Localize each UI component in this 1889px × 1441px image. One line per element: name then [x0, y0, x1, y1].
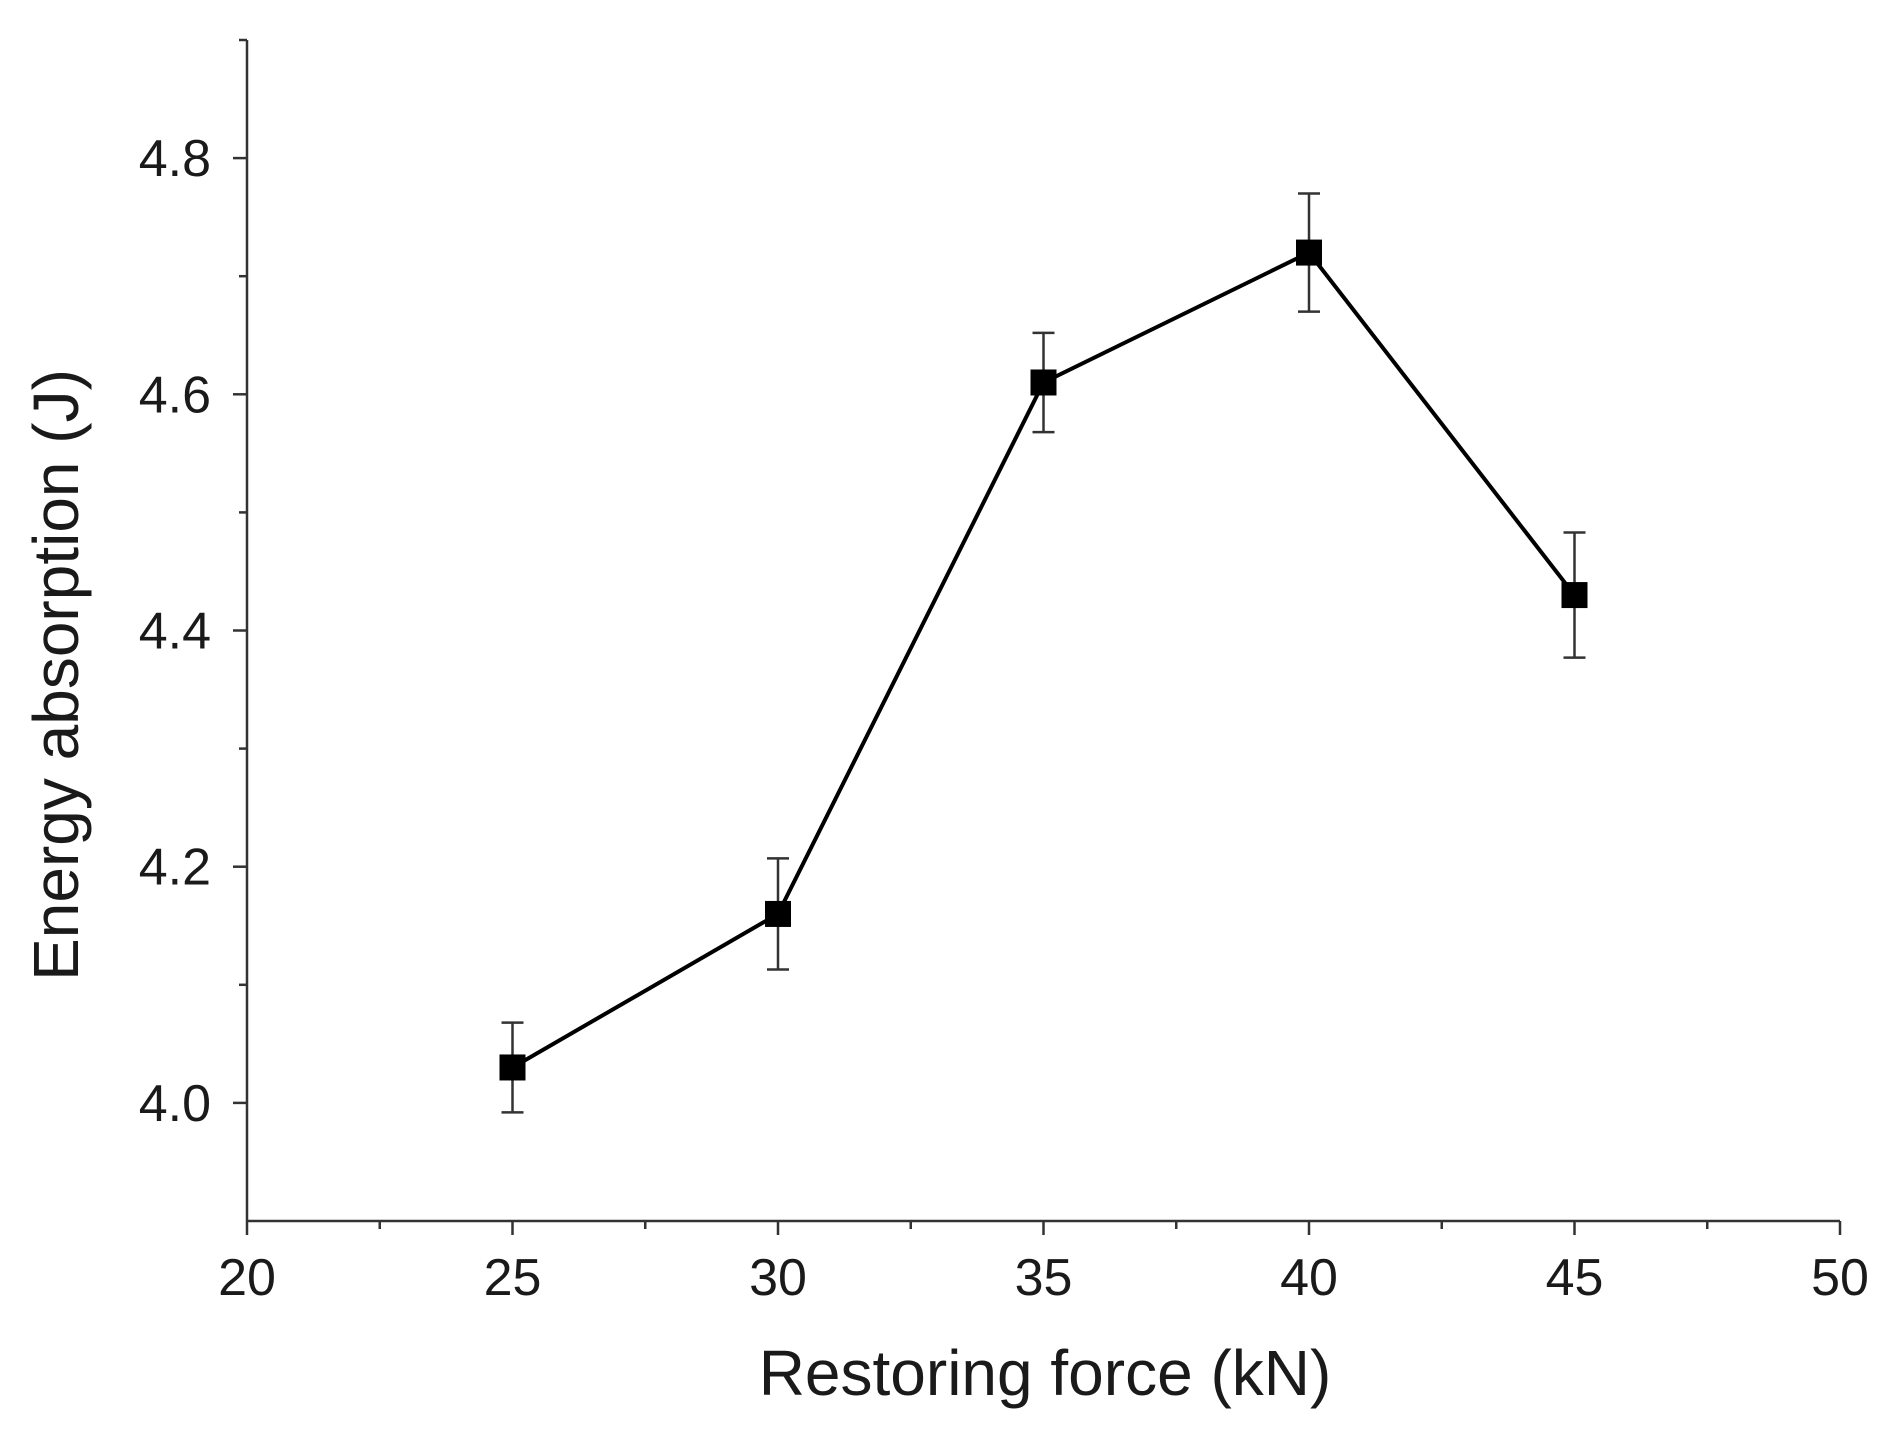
x-tick-label: 40	[1280, 1249, 1338, 1307]
x-tick-label: 35	[1015, 1249, 1073, 1307]
y-tick-label: 4.8	[139, 130, 211, 188]
data-point-marker	[1030, 369, 1057, 396]
series	[499, 192, 1588, 1114]
y-tick-label: 4.2	[139, 839, 211, 897]
y-tick-label: 4.0	[139, 1075, 211, 1133]
tick-labels: 20 25 30 35 40 45 50 4.0 4.2 4.4 4.6 4.8	[139, 130, 1869, 1307]
x-tick-label: 30	[749, 1249, 807, 1307]
data-point-marker	[765, 900, 791, 927]
ticks	[233, 38, 1842, 1235]
x-tick-label: 50	[1811, 1249, 1869, 1307]
data-point-marker	[1561, 582, 1588, 609]
y-tick-label: 4.4	[139, 603, 211, 661]
y-tick-label: 4.6	[139, 366, 211, 424]
data-point-marker	[499, 1054, 526, 1081]
axes	[245, 40, 1840, 1223]
x-tick-label: 45	[1546, 1249, 1604, 1307]
x-tick-label: 20	[218, 1249, 276, 1307]
x-axis-title: Restoring force (kN)	[759, 1337, 1332, 1409]
data-point-marker	[1296, 239, 1322, 266]
series-group	[499, 192, 1588, 1114]
y-axis-title: Energy absorption (J)	[20, 369, 92, 981]
x-tick-label: 25	[484, 1249, 542, 1307]
